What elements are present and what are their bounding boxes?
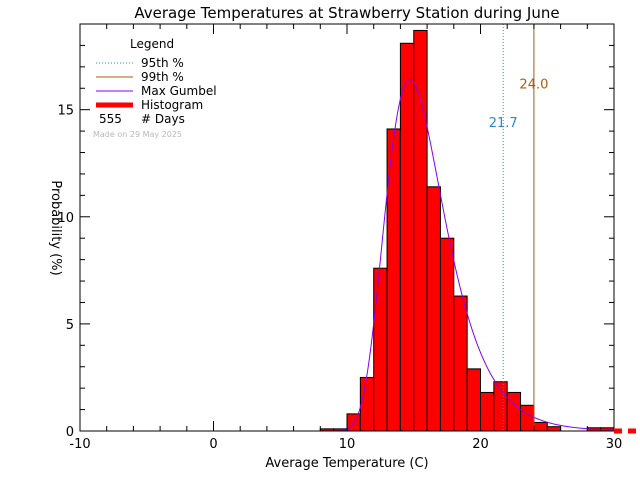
histogram-bar <box>453 295 468 432</box>
legend-label-95th: 95th % <box>141 56 184 70</box>
percentile-lines: 21.7 24.0 <box>489 24 548 431</box>
legend: Legend 95th % 99th % Max Gumbel Histogra… <box>93 37 217 139</box>
histogram-bar <box>533 421 548 432</box>
chart-title: Average Temperatures at Strawberry Stati… <box>134 4 559 22</box>
histogram-bar <box>399 42 415 432</box>
legend-title: Legend <box>130 37 174 51</box>
x-axis-label: Average Temperature (C) <box>265 456 428 471</box>
x-tick-label: 20 <box>472 437 489 452</box>
x-tick-label: 0 <box>209 437 217 452</box>
histogram-bar <box>359 376 375 432</box>
histogram-bar <box>439 237 455 432</box>
histogram-bar <box>413 29 428 432</box>
histogram-bar <box>546 426 562 432</box>
legend-label-gumbel: Max Gumbel <box>141 84 217 98</box>
histogram-bar <box>480 391 495 432</box>
legend-label-99th: 99th % <box>141 70 184 84</box>
legend-days-label: # Days <box>141 112 185 126</box>
y-tick-label: 10 <box>57 211 74 226</box>
legend-label-histogram: Histogram <box>141 98 203 112</box>
histogram-bar <box>466 368 481 432</box>
gumbel-curve-layer <box>320 79 614 432</box>
gumbel-curve <box>320 79 614 432</box>
y-axis-label: Probability (%) <box>48 180 63 275</box>
x-tick-label: -10 <box>69 437 90 452</box>
x-tick-label: 10 <box>339 437 356 452</box>
x-tick-label: 30 <box>606 437 623 452</box>
histogram-bar <box>506 391 522 432</box>
percentile-label: 21.7 <box>489 116 518 131</box>
legend-days-count: 555 <box>99 112 122 126</box>
y-tick-label: 0 <box>66 425 74 440</box>
y-tick-label: 15 <box>57 104 74 119</box>
percentile-label: 24.0 <box>519 77 548 92</box>
histogram-bars <box>319 29 615 432</box>
histogram-bar <box>520 404 535 432</box>
histogram-bar <box>373 267 388 432</box>
histogram-bar <box>426 186 441 432</box>
y-tick-label: 5 <box>66 318 74 333</box>
made-on-note: Made on 29 May 2025 <box>93 130 182 139</box>
axes <box>79 23 615 432</box>
